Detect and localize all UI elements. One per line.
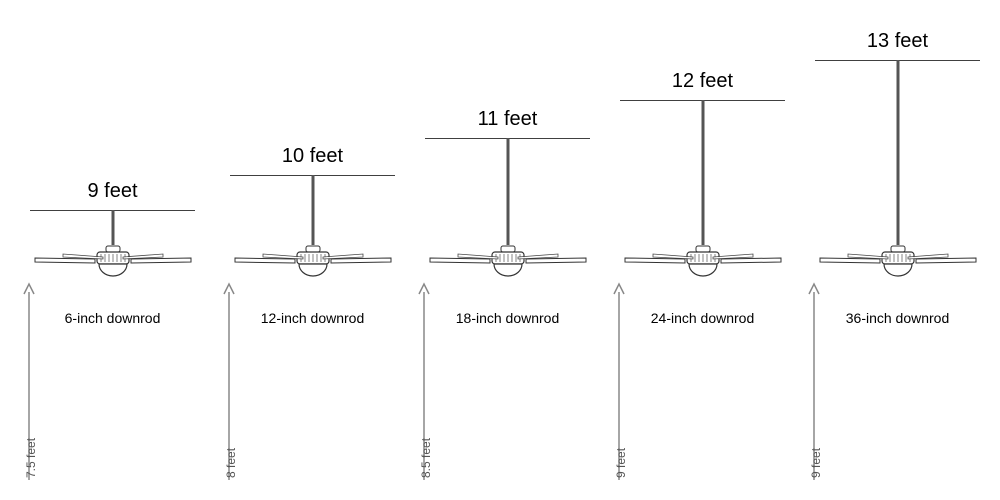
clearance-label: 8.5 feet xyxy=(419,438,433,478)
ceiling-fan-icon xyxy=(428,235,588,285)
clearance-label: 9 feet xyxy=(809,448,823,478)
downrod-24-inch xyxy=(701,100,704,245)
downrod-36-inch xyxy=(896,60,899,245)
diagram-stage: 9 feet 6-inch downrod 7.5 feet 10 feet 12-in… xyxy=(0,0,1000,500)
fan-column-c1: 9 feet 6-inch downrod xyxy=(30,0,195,500)
ceiling-height-label: 9 feet xyxy=(87,180,137,203)
ceiling-fan-icon xyxy=(623,235,783,285)
downrod-label: 24-inch downrod xyxy=(651,310,755,326)
clearance-label: 9 feet xyxy=(614,448,628,478)
clearance-label: 8 feet xyxy=(224,448,238,478)
fan-column-c5: 13 feet 36-inch downrod xyxy=(815,0,980,500)
fan-column-c4: 12 feet 24-inch downrod xyxy=(620,0,785,500)
fan-column-c2: 10 feet 12-inch downrod xyxy=(230,0,395,500)
fan-column-c3: 11 feet 18-inch downrod xyxy=(425,0,590,500)
clearance-label: 7.5 feet xyxy=(24,438,38,478)
ceiling-fan-icon xyxy=(233,235,393,285)
ceiling-fan-icon xyxy=(33,235,193,285)
ceiling-height-label: 13 feet xyxy=(867,30,928,53)
ceiling-height-label: 12 feet xyxy=(672,70,733,93)
downrod-label: 12-inch downrod xyxy=(261,310,365,326)
ceiling-height-label: 11 feet xyxy=(478,108,538,131)
downrod-label: 6-inch downrod xyxy=(65,310,161,326)
ceiling-fan-icon xyxy=(818,235,978,285)
downrod-label: 36-inch downrod xyxy=(846,310,950,326)
ceiling-height-label: 10 feet xyxy=(282,145,343,168)
downrod-label: 18-inch downrod xyxy=(456,310,560,326)
downrod-18-inch xyxy=(506,138,509,245)
